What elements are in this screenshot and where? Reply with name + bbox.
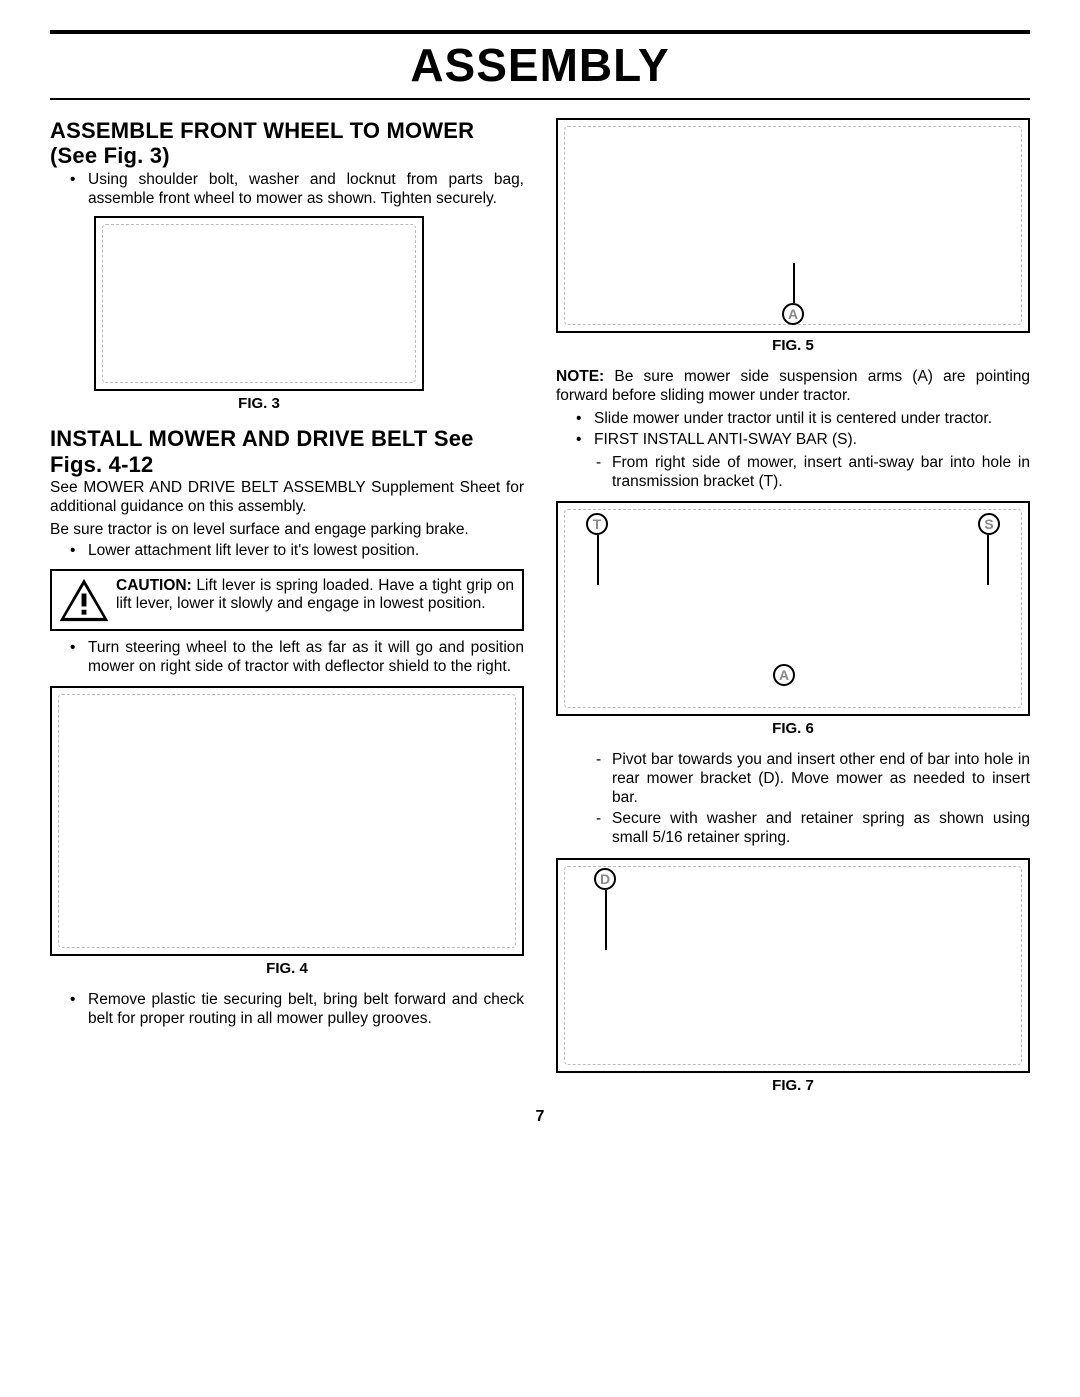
- list-item: Lower attachment lift lever to it's lowe…: [88, 542, 524, 561]
- bullet-list: Slide mower under tractor until it is ce…: [556, 410, 1030, 450]
- figure-7-art: [564, 866, 1022, 1065]
- callout-d: D: [594, 868, 616, 890]
- figure-6: T S A: [556, 501, 1030, 716]
- figure-7-caption: FIG. 7: [556, 1077, 1030, 1094]
- list-item: Remove plastic tie securing belt, bring …: [88, 991, 524, 1029]
- bullet-list: Turn steering wheel to the left as far a…: [50, 639, 524, 677]
- dash-list: From right side of mower, insert anti-sw…: [556, 454, 1030, 492]
- figure-3-caption: FIG. 3: [94, 395, 424, 412]
- rule-under-title: [50, 98, 1030, 100]
- list-item: Secure with washer and retainer spring a…: [612, 810, 1030, 848]
- heading-install-mower-belt: INSTALL MOWER AND DRIVE BELT See Figs. 4…: [50, 426, 524, 477]
- page-number: 7: [50, 1108, 1030, 1126]
- caution-text: CAUTION: Lift lever is spring loaded. Ha…: [116, 571, 522, 629]
- page-title: ASSEMBLY: [50, 34, 1030, 98]
- figure-5: A: [556, 118, 1030, 333]
- callout-leader: [597, 535, 599, 585]
- dash-list: Pivot bar towards you and insert other e…: [556, 751, 1030, 848]
- note-label: NOTE:: [556, 368, 604, 385]
- list-item: From right side of mower, insert anti-sw…: [612, 454, 1030, 492]
- callout-leader: [605, 890, 607, 950]
- list-item: Pivot bar towards you and insert other e…: [612, 751, 1030, 808]
- bullet-list: Lower attachment lift lever to it's lowe…: [50, 542, 524, 561]
- figure-5-caption: FIG. 5: [556, 337, 1030, 354]
- callout-leader: [987, 535, 989, 585]
- left-column: ASSEMBLE FRONT WHEEL TO MOWER (See Fig. …: [50, 118, 524, 1094]
- paragraph: Be sure tractor is on level surface and …: [50, 521, 524, 540]
- figure-6-caption: FIG. 6: [556, 720, 1030, 737]
- bullet-list: Remove plastic tie securing belt, bring …: [50, 991, 524, 1029]
- callout-a: A: [782, 303, 804, 325]
- figure-3: [94, 216, 424, 391]
- figure-4-caption: FIG. 4: [50, 960, 524, 977]
- warning-icon: [52, 571, 116, 629]
- note-text: Be sure mower side suspension arms (A) a…: [556, 368, 1030, 404]
- bullet-list: Using shoulder bolt, washer and locknut …: [50, 171, 524, 209]
- list-item: Turn steering wheel to the left as far a…: [88, 639, 524, 677]
- figure-4: [50, 686, 524, 956]
- figure-3-art: [102, 224, 416, 383]
- two-column-layout: ASSEMBLE FRONT WHEEL TO MOWER (See Fig. …: [50, 118, 1030, 1094]
- list-item: Using shoulder bolt, washer and locknut …: [88, 171, 524, 209]
- caution-label: CAUTION:: [116, 577, 192, 594]
- caution-box: CAUTION: Lift lever is spring loaded. Ha…: [50, 569, 524, 631]
- note-line: NOTE: Be sure mower side suspension arms…: [556, 368, 1030, 406]
- figure-7: D: [556, 858, 1030, 1073]
- paragraph: See MOWER AND DRIVE BELT ASSEMBLY Supple…: [50, 479, 524, 517]
- list-item: FIRST INSTALL ANTI-SWAY BAR (S).: [594, 431, 1030, 450]
- heading-assemble-front-wheel: ASSEMBLE FRONT WHEEL TO MOWER (See Fig. …: [50, 118, 524, 169]
- figure-4-art: [58, 694, 516, 948]
- right-column: A FIG. 5 NOTE: Be sure mower side suspen…: [556, 118, 1030, 1094]
- list-item: Slide mower under tractor until it is ce…: [594, 410, 1030, 429]
- callout-leader: [793, 263, 795, 303]
